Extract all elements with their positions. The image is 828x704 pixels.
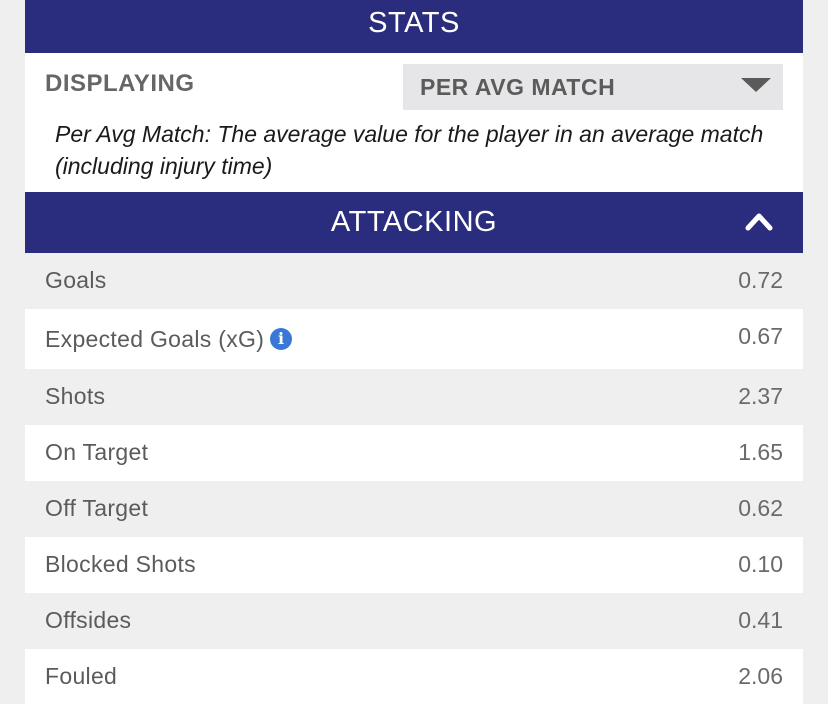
stat-label: Fouled: [45, 663, 118, 689]
stat-label: Off Target: [45, 495, 149, 521]
stat-label-wrap: Expected Goals (xG) i: [45, 326, 293, 353]
stats-title: STATS: [368, 7, 460, 39]
display-mode-select[interactable]: PER AVG MATCH: [403, 64, 783, 110]
display-mode-selected-value: PER AVG MATCH: [420, 74, 616, 100]
stats-panel: STATS DISPLAYING PER AVG MATCH Per Avg M…: [25, 0, 803, 704]
stat-label: Goals: [45, 267, 107, 293]
stat-row-goals: Goals 0.72: [25, 253, 803, 309]
chevron-up-icon[interactable]: [745, 211, 773, 231]
attacking-section-title: ATTACKING: [330, 206, 498, 238]
displaying-label: DISPLAYING: [45, 70, 195, 97]
stat-value: 0.72: [738, 267, 783, 293]
stat-row-blocked-shots: Blocked Shots 0.10: [25, 537, 803, 593]
stat-value: 0.41: [738, 607, 783, 633]
stat-value: 1.65: [738, 439, 783, 465]
attacking-section-header[interactable]: ATTACKING: [25, 192, 803, 253]
dropdown-arrow-icon: [741, 78, 771, 92]
stat-label: Shots: [45, 383, 106, 409]
stat-label: Offsides: [45, 607, 132, 633]
stat-value: 0.67: [738, 323, 783, 349]
info-icon[interactable]: i: [270, 327, 293, 350]
attacking-stats-list: Goals 0.72 Expected Goals (xG) i 0.67 Sho…: [25, 253, 803, 704]
stat-row-off-target: Off Target 0.62: [25, 481, 803, 537]
stat-label: Expected Goals (xG): [45, 326, 265, 352]
stat-row-offsides: Offsides 0.41: [25, 593, 803, 649]
stat-value: 0.62: [738, 495, 783, 521]
stat-row-fouled: Fouled 2.06: [25, 649, 803, 704]
stat-value: 2.06: [738, 663, 783, 689]
stats-header: STATS: [25, 0, 803, 53]
stat-row-expected-goals: Expected Goals (xG) i 0.67: [25, 309, 803, 369]
display-mode-description: Per Avg Match: The average value for the…: [55, 121, 764, 179]
stat-label: Blocked Shots: [45, 551, 196, 577]
stat-label: On Target: [45, 439, 149, 465]
stat-value: 2.37: [738, 383, 783, 409]
stat-row-shots: Shots 2.37: [25, 369, 803, 425]
stat-value: 0.10: [738, 551, 783, 577]
stat-row-on-target: On Target 1.65: [25, 425, 803, 481]
